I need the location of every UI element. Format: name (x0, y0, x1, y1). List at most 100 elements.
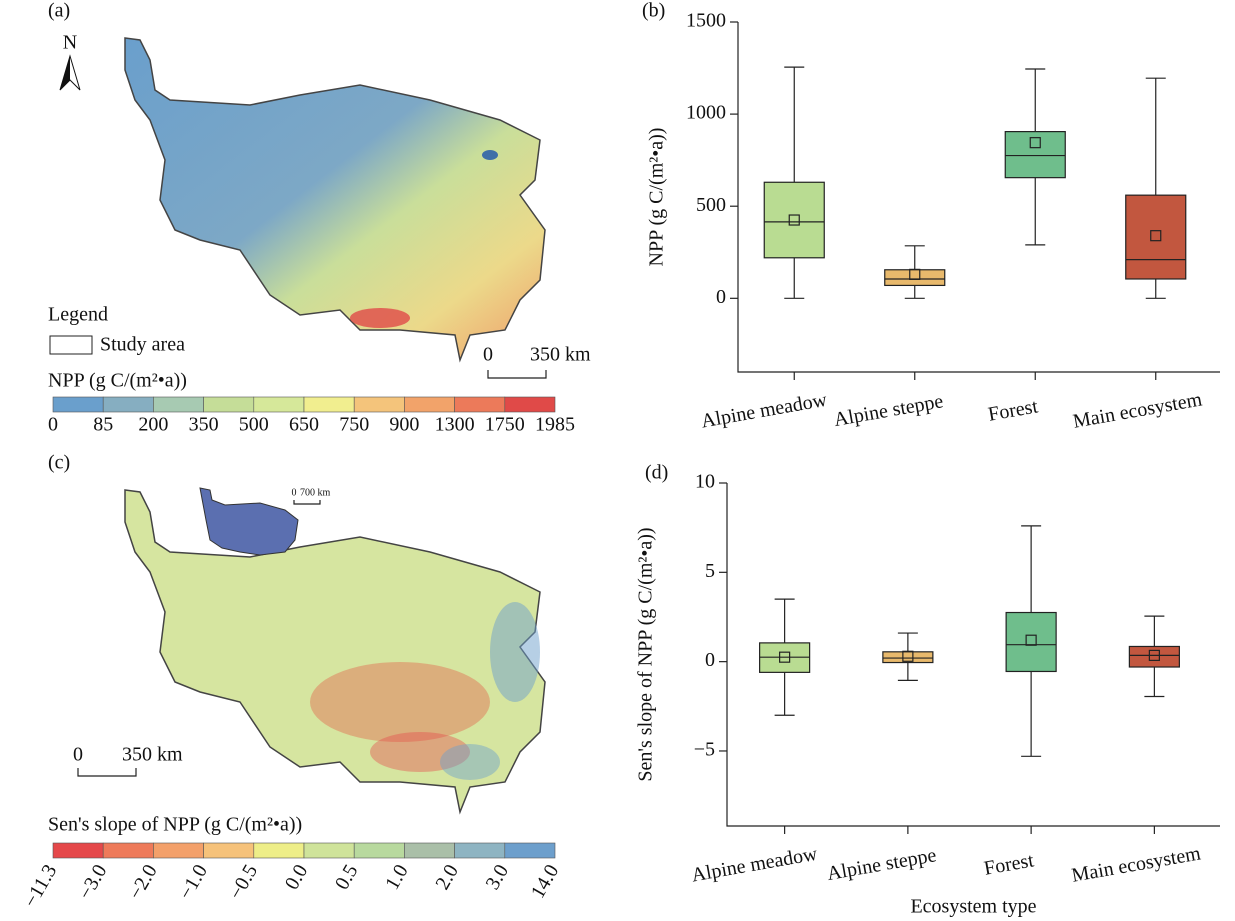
x-tick-label: Main ecosystem (1070, 842, 1203, 886)
y-tick-label: 0 (716, 286, 726, 308)
mean-marker (902, 650, 914, 662)
colorbar-label: 1300 (435, 414, 475, 436)
colorbar: −11.3 −3.0 −2.0 −1.0 −0.5 0.0 0.5 1.0 2.0 3.0 14.0 (19, 842, 564, 911)
map-a (124, 37, 546, 363)
colorbar-label: 2.0 (431, 861, 463, 894)
colorbar-label: 0.0 (281, 861, 313, 894)
inset-scale-label: 700 km (300, 487, 331, 498)
y-tick-label: 5 (705, 560, 715, 582)
colorbar-cell (203, 396, 255, 413)
panel-label: (a) (48, 0, 70, 22)
mean-marker (779, 651, 791, 663)
x-tick-label: Alpine steppe (832, 390, 945, 431)
mean-marker (1025, 634, 1037, 646)
decline-area (370, 732, 470, 772)
colorbar-cell (52, 396, 104, 413)
decline-area (310, 662, 490, 742)
colorbar-label: 1.0 (381, 861, 413, 894)
mean-marker (909, 268, 921, 280)
scale-bar (77, 768, 137, 777)
mean-marker (788, 214, 800, 226)
axes (737, 22, 1220, 373)
colorbar-label: 85 (93, 414, 113, 436)
map-c (124, 489, 546, 815)
scale-label: 350 km (530, 344, 591, 366)
colorbar-cell (404, 396, 455, 413)
axes (726, 483, 1220, 827)
colorbar-label: 200 (138, 414, 168, 436)
y-tick-label: 1500 (686, 10, 726, 32)
scale-label: 0 (73, 744, 83, 766)
colorbar-label: 500 (239, 414, 269, 436)
inset-scale-label: 0 (292, 487, 297, 498)
colorbar-label: 1750 (485, 414, 525, 436)
panel-label: (c) (48, 452, 70, 474)
scale-label: 0 (483, 344, 493, 366)
lake (482, 150, 498, 160)
y-tick-label: 0 (705, 649, 715, 671)
y-tick-label: 1000 (686, 102, 726, 124)
colorbar-cell (303, 396, 355, 413)
box (1005, 611, 1057, 673)
mean-marker (1150, 230, 1162, 242)
colorbar-cell (253, 842, 305, 859)
colorbar-cell (353, 842, 405, 859)
colorbar-label: 900 (389, 414, 419, 436)
box (1128, 645, 1180, 668)
colorbar-cell (504, 842, 556, 859)
legend-label: Study area (100, 334, 185, 356)
x-tick-label: Alpine steppe (825, 844, 938, 885)
colorbar-cell (153, 396, 204, 413)
increase-area (490, 602, 540, 702)
increase-area (440, 744, 500, 780)
colorbar-cell (52, 842, 104, 859)
box (884, 269, 946, 287)
inset-map (199, 487, 299, 556)
y-tick-label: 10 (695, 471, 715, 493)
north-arrow-half (60, 56, 70, 90)
inset-scale-bar (293, 500, 321, 505)
colorbar-label: −1.0 (175, 861, 212, 903)
colorbar-cell (404, 842, 455, 859)
colorbar-label: −11.3 (19, 861, 61, 911)
colorbar-cell (253, 396, 305, 413)
colorbar-cell (153, 842, 204, 859)
y-tick-label: −5 (694, 739, 715, 761)
colorbar-cell (504, 396, 556, 413)
colorbar-label: 0 (48, 414, 58, 436)
colorbar-title: NPP (g C/(m²•a)) (48, 370, 187, 392)
colorbar-cell (454, 842, 506, 859)
colorbar-label: −2.0 (125, 861, 162, 903)
colorbar-cell (102, 842, 154, 859)
mean-marker (1029, 137, 1041, 149)
plateau (124, 37, 546, 363)
legend-title: Legend (48, 304, 108, 326)
high-npp-area (350, 308, 410, 328)
box (1004, 131, 1066, 179)
panel-label: (b) (642, 0, 665, 22)
colorbar-cell (454, 396, 506, 413)
colorbar-label: 0.5 (331, 861, 363, 894)
x-tick-label: Main ecosystem (1071, 388, 1204, 432)
y-axis-label: Sen's slope of NPP (g C/(m²•a)) (635, 527, 657, 781)
colorbar-label: −0.5 (225, 861, 262, 903)
y-tick-label: 500 (696, 194, 726, 216)
colorbar: 0 85 200 350 500 650 750 900 1300 1750 1985 (48, 396, 575, 436)
colorbar-label: 1985 (535, 414, 575, 436)
scale-label: 350 km (122, 744, 183, 766)
legend-swatch (49, 335, 93, 355)
colorbar-cell (303, 842, 355, 859)
colorbar-label: 750 (339, 414, 369, 436)
mean-marker (1148, 649, 1160, 661)
colorbar-label: 350 (189, 414, 219, 436)
colorbar-cell (203, 842, 255, 859)
colorbar-label: 3.0 (482, 861, 514, 894)
x-axis-label: Ecosystem type (910, 896, 1036, 918)
colorbar-cell (102, 396, 154, 413)
panel-label: (d) (645, 462, 668, 484)
x-tick-label: Forest (982, 849, 1035, 879)
north-label: N (63, 32, 77, 54)
colorbar-label: −3.0 (74, 861, 111, 903)
colorbar-label: 14.0 (527, 861, 564, 902)
